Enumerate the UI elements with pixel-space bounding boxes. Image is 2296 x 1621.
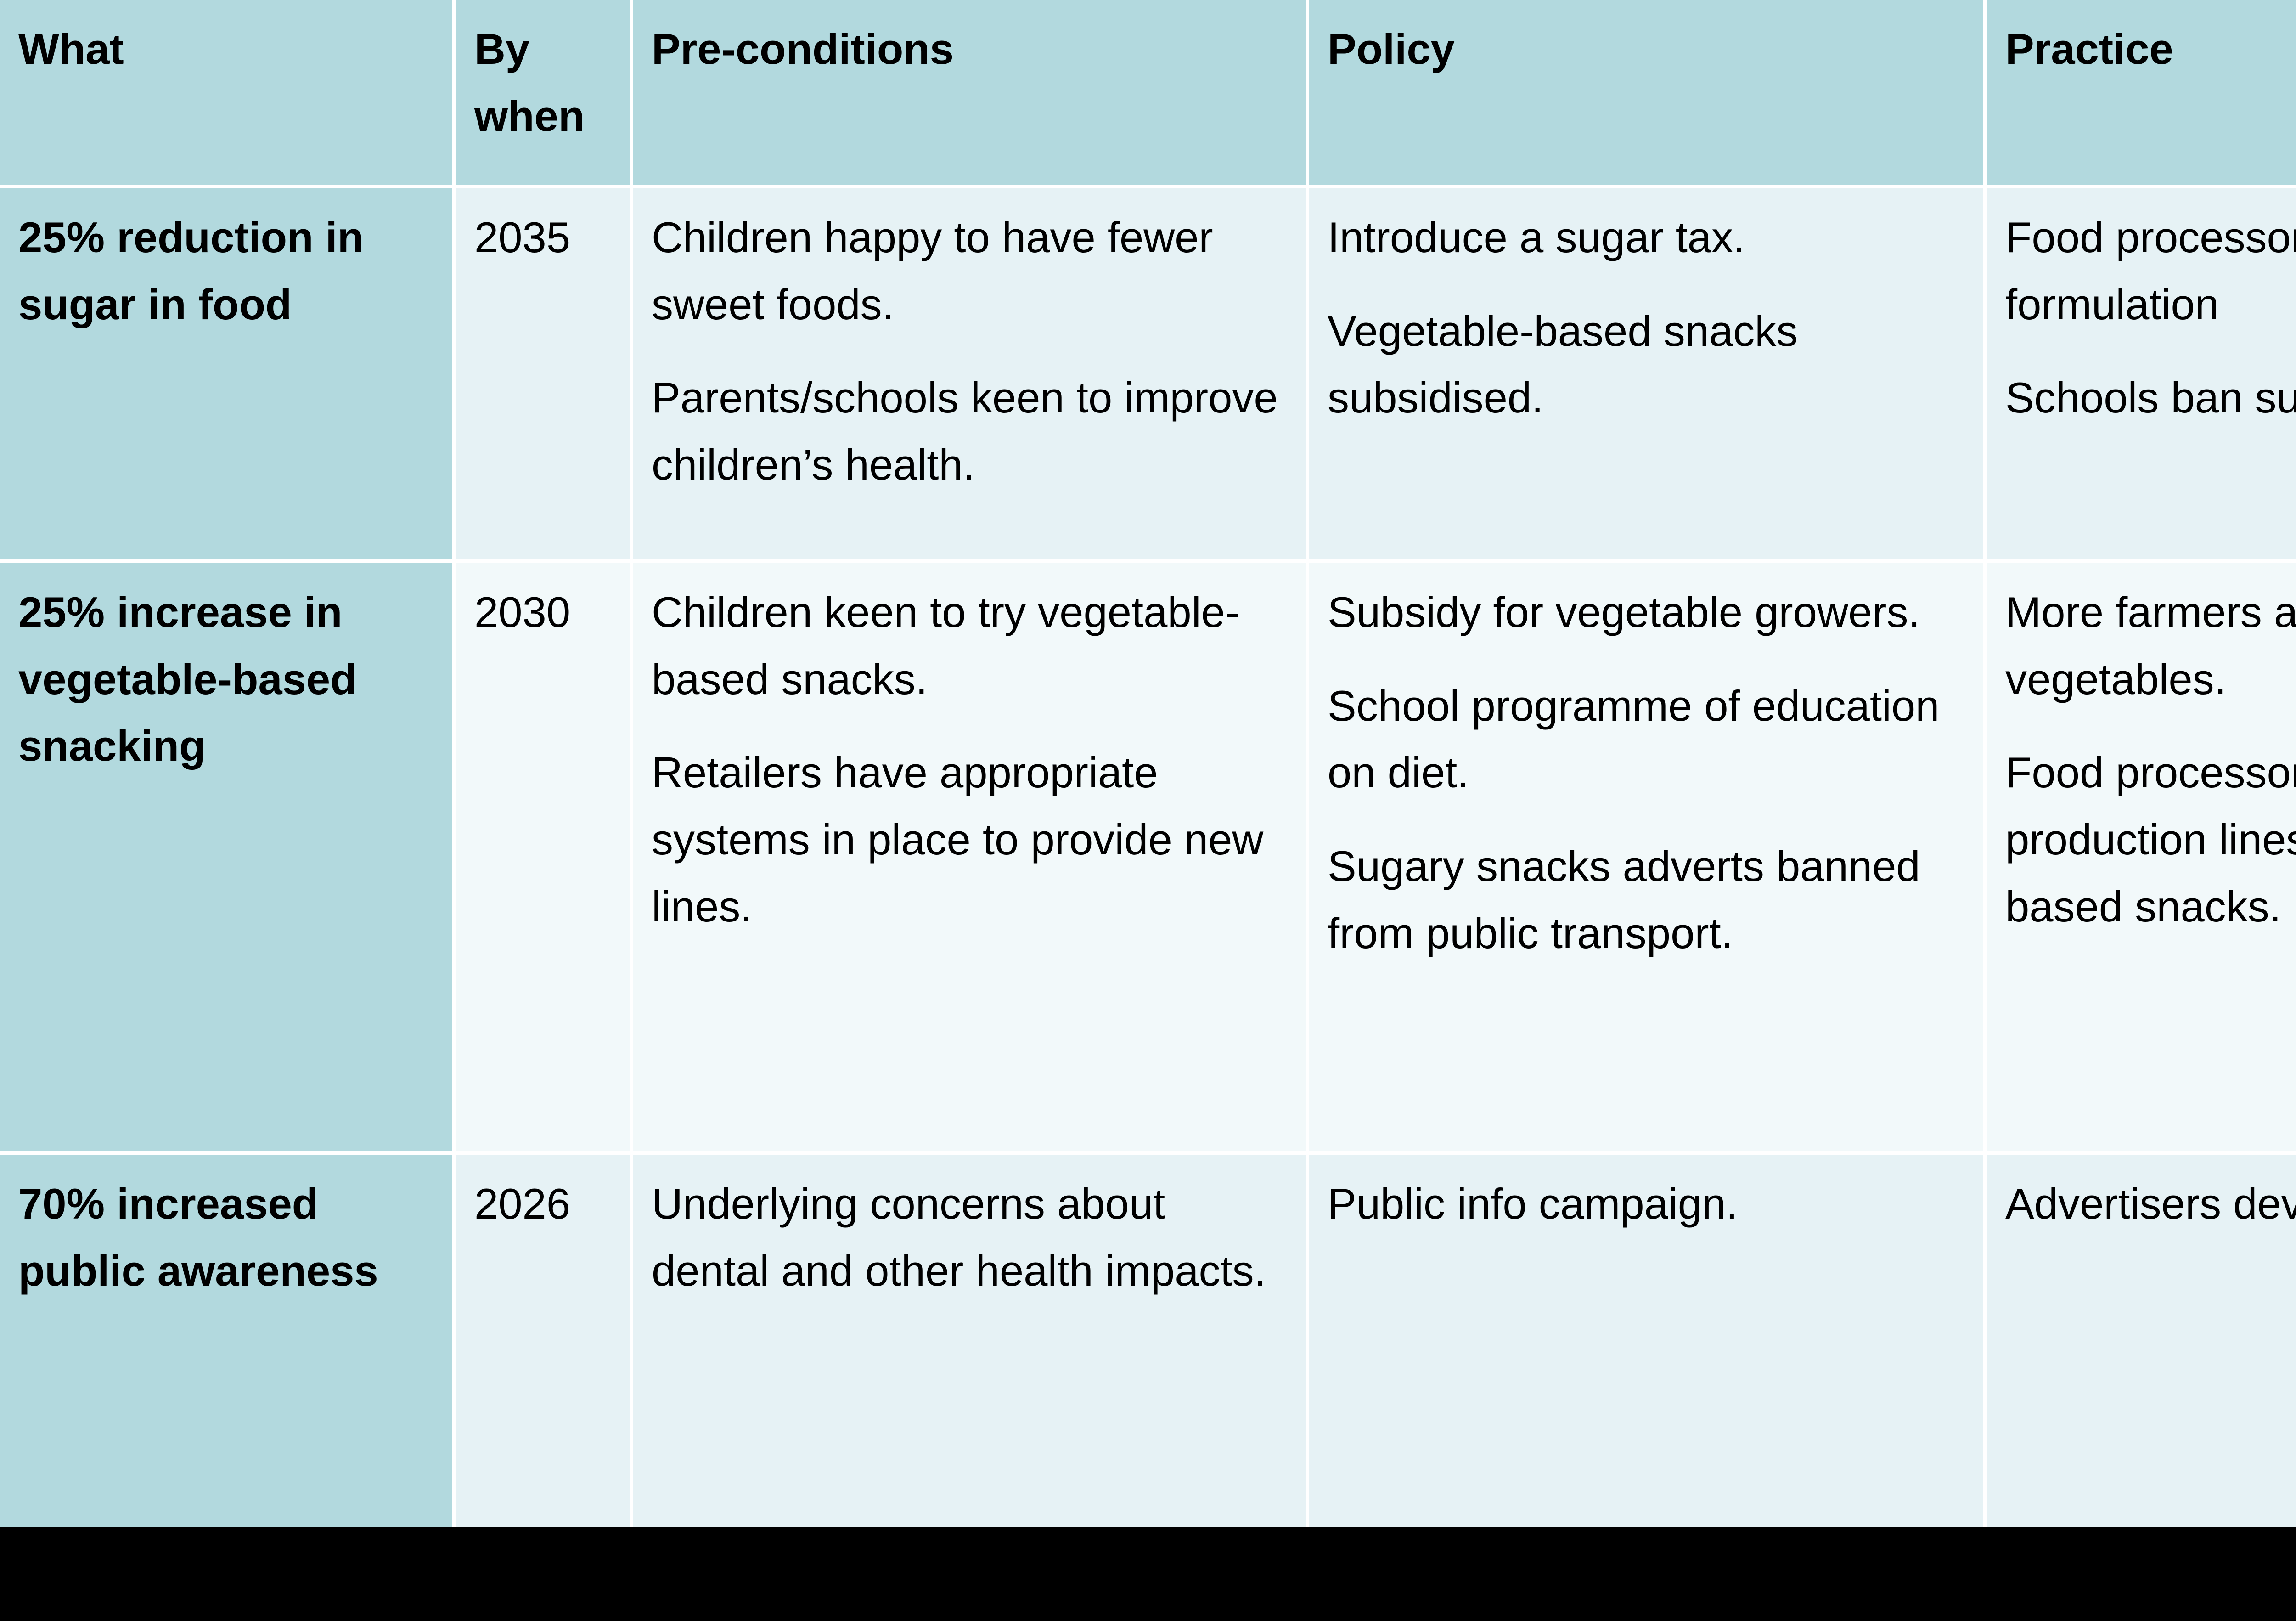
cell-paragraph: Retailers have appropriate systems in pl… <box>652 748 1264 931</box>
cell-paragraph: Sugary snacks adverts banned from public… <box>1328 842 1920 957</box>
bottom-bar <box>0 1527 2296 1621</box>
cell-paragraph: Advertisers develop campaign. <box>2005 1180 2296 1228</box>
cell-practice: Advertisers develop campaign. <box>1987 1155 2296 1527</box>
header-what: What <box>0 0 452 185</box>
cell-pre-conditions: Children keen to try vegetable-based sna… <box>633 563 1306 1151</box>
cell-paragraph: Underlying concerns about dental and oth… <box>652 1180 1266 1295</box>
cell-by-when: 2026 <box>456 1155 630 1527</box>
cell-practice: Food processors reduce sugar in formulat… <box>1987 188 2296 559</box>
cell-paragraph: Parents/schools keen to improve children… <box>652 373 1278 489</box>
cell-paragraph: Vegetable-based snacks subsidised. <box>1328 306 1798 422</box>
cell-paragraph: Subsidy for vegetable growers. <box>1328 588 1920 636</box>
header-practice: Practice <box>1987 0 2296 185</box>
cell-paragraph: Introduce a sugar tax. <box>1328 213 1745 261</box>
header-pre-conditions: Pre-conditions <box>633 0 1306 185</box>
cell-paragraph: More farmers are growing vegetables. <box>2005 588 2296 703</box>
cell-paragraph: Food processors developing high producti… <box>2005 748 2296 931</box>
header-policy: Policy <box>1309 0 1983 185</box>
header-by-when: By when <box>456 0 630 185</box>
cell-paragraph: School programme of education on diet. <box>1328 681 1940 797</box>
cell-practice: More farmers are growing vegetables. Foo… <box>1987 563 2296 1151</box>
cell-policy: Public info campaign. <box>1309 1155 1983 1527</box>
cell-by-when: 2035 <box>456 188 630 559</box>
row-title: 25% increase in vegetable-based snacking <box>0 563 452 1151</box>
cell-paragraph: Schools ban sugary snacks. <box>2005 373 2296 422</box>
cell-by-when: 2030 <box>456 563 630 1151</box>
row-title: 70% increased public awareness <box>0 1155 452 1527</box>
cell-paragraph: Public info campaign. <box>1328 1180 1738 1228</box>
cell-paragraph: Children keen to try vegetable-based sna… <box>652 588 1240 703</box>
scenario-table: What By when Pre-conditions Policy Pract… <box>0 0 2296 1527</box>
row-title: 25% reduction in sugar in food <box>0 188 452 559</box>
cell-paragraph: Children happy to have fewer sweet foods… <box>652 213 1213 328</box>
cell-policy: Subsidy for vegetable growers. School pr… <box>1309 563 1983 1151</box>
cell-policy: Introduce a sugar tax. Vegetable-based s… <box>1309 188 1983 559</box>
cell-pre-conditions: Underlying concerns about dental and oth… <box>633 1155 1306 1527</box>
cell-pre-conditions: Children happy to have fewer sweet foods… <box>633 188 1306 559</box>
cell-paragraph: Food processors reduce sugar in formulat… <box>2005 213 2296 328</box>
